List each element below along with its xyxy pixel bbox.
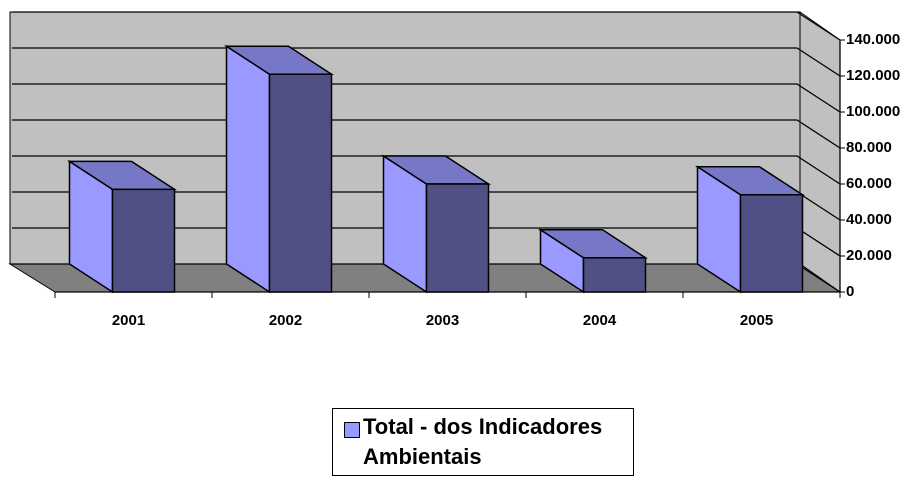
- y-tick-label: 100.000: [846, 103, 900, 120]
- bar: [425, 183, 490, 293]
- y-tick-label: 0: [846, 283, 854, 300]
- legend: Total - dos Indicadores Ambientais: [332, 408, 634, 476]
- bar-side: [225, 44, 271, 294]
- bar: [268, 73, 333, 293]
- x-tick-label: 2004: [583, 312, 617, 329]
- y-tick-label: 120.000: [846, 67, 900, 84]
- chart: 0 20.000 40.000 60.000 80.000 100.000 120.000 1…: [8, 11, 900, 329]
- x-tick-label: 2002: [269, 312, 302, 329]
- bar: [111, 188, 176, 293]
- x-tick-label: 2001: [112, 312, 145, 329]
- x-tick-label: 2005: [740, 312, 773, 329]
- legend-swatch: [344, 422, 360, 438]
- y-tick-label: 40.000: [846, 211, 892, 228]
- x-tick-label: 2003: [426, 312, 459, 329]
- legend-label: Total - dos Indicadores Ambientais: [363, 414, 603, 469]
- y-tick-label: 60.000: [846, 175, 892, 192]
- grid-line: [12, 11, 841, 41]
- bar: [739, 194, 804, 293]
- bar: [582, 257, 647, 293]
- y-tick-label: 140.000: [846, 31, 900, 48]
- y-tick-label: 80.000: [846, 139, 892, 156]
- y-tick-label: 20.000: [846, 247, 892, 264]
